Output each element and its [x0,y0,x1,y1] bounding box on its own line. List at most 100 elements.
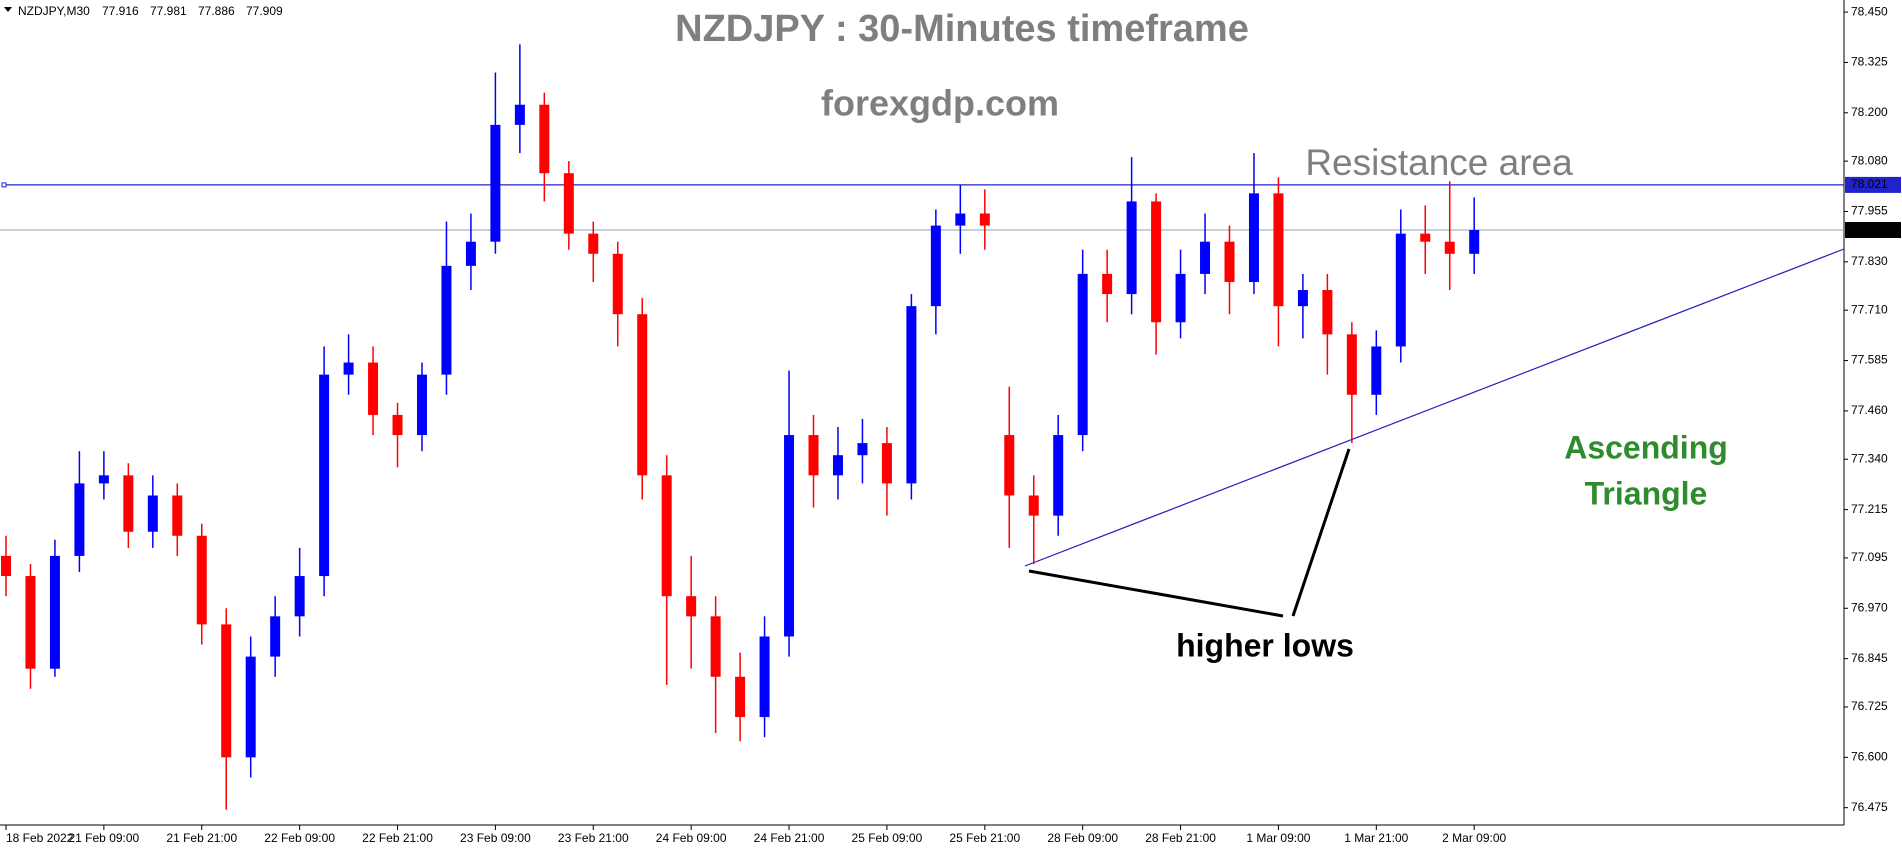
x-tick-label: 24 Feb 09:00 [656,831,727,845]
y-tick-label: 77.095 [1851,550,1888,564]
candle-body [319,374,330,577]
chart-title: NZDJPY : 30-Minutes timeframe [675,8,1249,50]
x-tick-label: 28 Feb 09:00 [1047,831,1118,845]
candle-body [686,596,697,617]
candle-body [49,555,60,669]
header-value: 77.916 [102,4,139,18]
x-tick-label: 21 Feb 21:00 [166,831,237,845]
candle-body [979,213,990,226]
candle-body [270,616,281,657]
y-tick-label: 77.710 [1851,302,1888,316]
header-value: 77.981 [150,4,187,18]
x-tick-label: 22 Feb 09:00 [264,831,335,845]
candle-body [514,104,525,125]
candle-body [1102,273,1113,295]
candle-body [368,362,379,415]
candle-body [759,636,770,718]
y-tick-label: 77.215 [1851,502,1888,516]
candle-body [1,555,11,577]
header-value: 77.886 [198,4,235,18]
candle-body [25,576,36,669]
y-tick-label: 78.200 [1851,105,1888,119]
x-tick-label: 25 Feb 21:00 [949,831,1020,845]
candle-body [123,475,134,532]
candle-body [1469,230,1480,254]
candle-body [74,483,85,556]
y-tick-label: 76.475 [1851,800,1888,814]
candle-body [710,616,721,677]
y-tick-label: 76.600 [1851,749,1888,763]
pointer-line [1028,569,1284,618]
x-tick-label: 2 Mar 09:00 [1442,831,1506,845]
candle-body [1077,273,1088,436]
x-tick-label: 25 Feb 09:00 [852,831,923,845]
candle-body [1151,201,1162,323]
candle-body [563,173,574,234]
candle-body [1175,273,1186,323]
header-value: 77.909 [246,4,283,18]
candle-body [172,495,183,536]
candle-body [221,624,232,758]
y-tick-label: 77.340 [1851,451,1888,465]
candle-body [245,656,256,758]
candle-body [294,576,305,617]
pointer-line [1291,448,1351,617]
candle-body [196,535,207,625]
candle-body [637,314,648,476]
last-price-box [1845,222,1901,239]
last-price-label: 77.909 [1851,222,1888,236]
candle-body [661,475,672,597]
candle-body [808,435,819,476]
resistance-label: Resistance area [1305,142,1573,183]
candle-body [416,374,427,436]
candle-body [490,124,501,242]
x-tick-label: 24 Feb 21:00 [754,831,825,845]
x-tick-label: 1 Mar 21:00 [1344,831,1408,845]
y-tick-label: 77.830 [1851,254,1888,268]
y-tick-label: 76.725 [1851,699,1888,713]
candle-body [1053,435,1064,516]
y-tick-label: 76.970 [1851,600,1888,614]
x-tick-label: 23 Feb 21:00 [558,831,629,845]
y-tick-label: 77.460 [1851,403,1888,417]
candle-body [1273,193,1284,307]
candle-body [1395,233,1406,347]
candle-body [1297,290,1308,307]
pattern-label: Ascending [1564,429,1728,465]
candle-body [1346,334,1357,395]
y-tick-label: 77.955 [1851,204,1888,218]
candle-body [735,676,746,718]
candle-body [539,104,550,174]
candle-body [832,455,843,476]
candle-body [465,241,476,266]
candle-body [1224,241,1235,282]
x-tick-label: 23 Feb 09:00 [460,831,531,845]
y-tick-label: 77.585 [1851,353,1888,367]
candle-body [147,495,158,532]
x-tick-label: 18 Feb 2022 [6,831,74,845]
candle-body [392,414,403,436]
trend-line [1024,248,1845,567]
resistance-price-label: 78.021 [1851,177,1888,191]
candle-body [1371,346,1382,395]
candle-body [906,306,917,484]
candle-body [1444,241,1455,254]
candle-body [784,435,795,637]
candle-body [1248,193,1259,282]
x-tick-label: 22 Feb 21:00 [362,831,433,845]
x-tick-label: 1 Mar 09:00 [1246,831,1310,845]
candle-body [1028,495,1039,516]
chart-subtitle: forexgdp.com [821,83,1059,124]
resistance-anchor [1,182,7,188]
lows-label: higher lows [1176,627,1354,663]
candle-body [881,443,892,484]
candle-body [612,253,623,315]
y-tick-label: 78.080 [1851,153,1888,167]
header-symbol: NZDJPY,M30 [18,4,90,18]
y-tick-label: 76.845 [1851,651,1888,665]
candle-body [1322,290,1333,335]
y-tick-label: 78.450 [1851,4,1888,18]
header-arrow [4,7,12,12]
